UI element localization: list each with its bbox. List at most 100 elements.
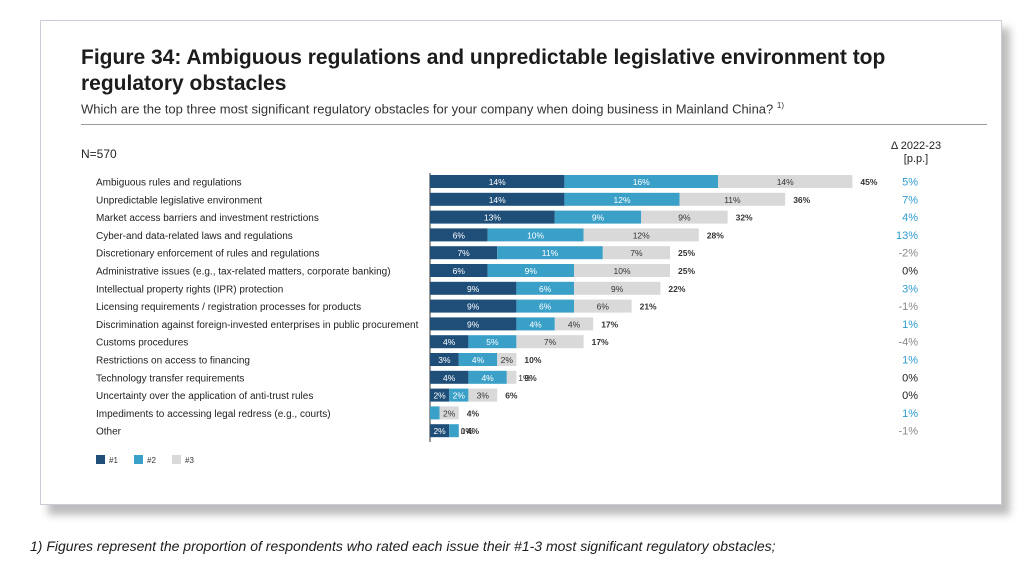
segment-value-label: 9% bbox=[611, 284, 624, 294]
bar-segment-rank3 bbox=[516, 335, 584, 349]
segment-value-label: 2% bbox=[433, 391, 446, 401]
bar-segment-rank2 bbox=[554, 210, 642, 224]
bar-segment-rank3 bbox=[497, 353, 517, 366]
bar-segment-rank3 bbox=[468, 388, 498, 402]
category-label: Intellectual property rights (IPR) prote… bbox=[96, 284, 283, 295]
legend-swatch-rank3 bbox=[172, 455, 181, 464]
total-value-label: 22% bbox=[668, 284, 685, 294]
bar-segment-rank2 bbox=[468, 335, 517, 349]
subtitle-text: Which are the top three most significant… bbox=[81, 101, 774, 117]
bar-segment-rank3 bbox=[602, 246, 670, 260]
total-value-label: 17% bbox=[592, 337, 609, 347]
bar-segment-rank1 bbox=[430, 353, 459, 366]
segment-value-label: 12% bbox=[613, 195, 630, 205]
bar-segment-rank2 bbox=[487, 228, 584, 242]
bar-segment-rank1 bbox=[430, 388, 450, 402]
delta-value: 0% bbox=[902, 390, 918, 402]
total-value-label: 25% bbox=[678, 266, 695, 276]
legend-label: #1 bbox=[109, 456, 118, 465]
bar-segment-rank1 bbox=[430, 317, 517, 331]
category-label: Discrimination against foreign-invested … bbox=[96, 320, 419, 331]
delta-value: 0% bbox=[902, 266, 918, 278]
legend-label: #2 bbox=[147, 456, 156, 465]
segment-value-label: 0% bbox=[461, 426, 474, 436]
total-value-label: 17% bbox=[601, 319, 618, 329]
delta-header-unit: [p.p.] bbox=[903, 153, 929, 165]
segment-value-label: 12% bbox=[633, 230, 650, 240]
segment-value-label: 16% bbox=[633, 177, 650, 187]
bar-segment-rank1 bbox=[430, 210, 555, 224]
legend-swatch-rank2 bbox=[134, 455, 143, 464]
bar-segment-rank2 bbox=[497, 246, 603, 260]
category-label: Discretionary enforcement of rules and r… bbox=[96, 249, 319, 260]
legend-label: #3 bbox=[185, 456, 194, 465]
category-label: Ambiguous rules and regulations bbox=[96, 178, 242, 189]
category-label: Unpredictable legislative environment bbox=[96, 195, 262, 206]
category-label: Technology transfer requirements bbox=[96, 373, 244, 384]
total-value-label: 4% bbox=[467, 408, 480, 418]
segment-value-label: 6% bbox=[539, 284, 552, 294]
segment-value-label: 14% bbox=[489, 195, 506, 205]
bar-segment-rank3 bbox=[574, 264, 670, 277]
delta-value: -1% bbox=[898, 301, 918, 313]
segment-value-label: 4% bbox=[568, 319, 581, 329]
delta-value: 13% bbox=[896, 230, 918, 242]
title-divider bbox=[81, 124, 987, 125]
total-value-label: 36% bbox=[793, 195, 810, 205]
bar-segment-rank1 bbox=[430, 370, 469, 384]
bar-segment-rank2 bbox=[487, 264, 574, 277]
category-label: Other bbox=[96, 427, 122, 438]
segment-value-label: 7% bbox=[457, 248, 470, 258]
bar-segment-rank3 bbox=[506, 370, 517, 384]
segment-value-label: 9% bbox=[467, 284, 480, 294]
segment-value-label: 14% bbox=[489, 177, 506, 187]
bar-segment-rank2 bbox=[564, 175, 718, 188]
segment-value-label: 2% bbox=[501, 355, 514, 365]
segment-value-label: 10% bbox=[527, 230, 544, 240]
bar-segment-rank3 bbox=[583, 228, 699, 242]
bar-segment-rank3 bbox=[641, 210, 728, 224]
total-value-label: 25% bbox=[678, 248, 695, 258]
bar-segment-rank1 bbox=[430, 281, 517, 295]
bar-segment-rank1 bbox=[430, 264, 488, 277]
total-value-label: 6% bbox=[505, 391, 518, 401]
bar-segment-rank2 bbox=[449, 424, 459, 438]
total-value-label: 28% bbox=[707, 230, 724, 240]
subtitle-footnote-mark: 1) bbox=[776, 101, 785, 110]
category-label: Cyber-and data-related laws and regulati… bbox=[96, 231, 293, 242]
bar-segment-rank1 bbox=[430, 175, 565, 188]
segment-value-label: 1% bbox=[518, 373, 531, 383]
bar-segment-rank2 bbox=[458, 353, 498, 366]
segment-value-label: 6% bbox=[453, 266, 466, 276]
bar-segment-rank1 bbox=[430, 299, 517, 313]
delta-value: 5% bbox=[902, 177, 918, 189]
bar-segment-rank3 bbox=[718, 175, 853, 188]
segment-value-label: 4% bbox=[481, 373, 494, 383]
segment-value-label: 2% bbox=[453, 391, 466, 401]
category-label: Administrative issues (e.g., tax-related… bbox=[96, 267, 391, 278]
segment-value-label: 11% bbox=[724, 195, 741, 205]
segment-value-label: 13% bbox=[484, 213, 501, 223]
segment-value-label: 9% bbox=[467, 302, 480, 312]
total-value-label: 9% bbox=[524, 373, 537, 383]
delta-value: 4% bbox=[902, 212, 918, 224]
legend-swatch-rank1 bbox=[96, 455, 105, 464]
segment-value-label: 9% bbox=[467, 319, 480, 329]
bar-segment-rank3 bbox=[439, 406, 459, 420]
bar-segment-rank3 bbox=[554, 317, 594, 331]
category-label: Market access barriers and investment re… bbox=[96, 213, 319, 224]
segment-value-label: 3% bbox=[438, 355, 451, 365]
total-value-label: 32% bbox=[736, 213, 753, 223]
segment-value-label: 9% bbox=[592, 213, 605, 223]
delta-value: -2% bbox=[898, 248, 918, 260]
segment-value-label: 6% bbox=[597, 302, 610, 312]
bar-segment-rank1 bbox=[430, 424, 450, 438]
segment-value-label: 4% bbox=[529, 319, 542, 329]
bar-segment-rank2 bbox=[449, 388, 469, 402]
bar-segment-rank2 bbox=[468, 370, 507, 384]
segment-value-label: 4% bbox=[443, 337, 456, 347]
delta-value: 7% bbox=[902, 194, 918, 206]
segment-value-label: 9% bbox=[525, 266, 538, 276]
figure-card: Figure 34: Ambiguous regulations and unp… bbox=[40, 20, 1002, 505]
